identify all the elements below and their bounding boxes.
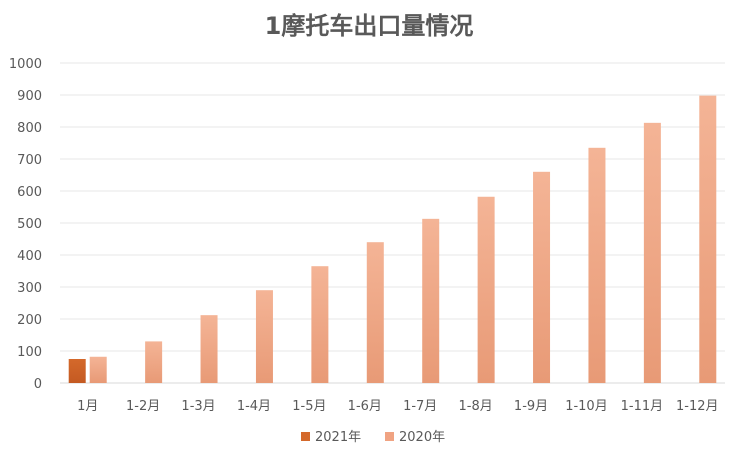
x-tick-label: 1-8月	[459, 399, 493, 414]
x-tick-label: 1-5月	[292, 399, 326, 414]
bar-2020年-1-6月	[366, 242, 384, 383]
bar-2020年-1-11月	[643, 122, 661, 383]
chart-title: 1摩托车出口量情况	[264, 12, 474, 40]
x-tick-label: 1-4月	[237, 399, 271, 414]
x-tick-label: 1-12月	[676, 399, 719, 414]
bar-2020年-1-8月	[477, 196, 495, 383]
legend-label: 2021年	[315, 430, 361, 445]
x-tick-label: 1-11月	[621, 399, 664, 414]
y-tick-label: 0	[34, 377, 42, 392]
bar-2020年-1-3月	[200, 315, 218, 383]
x-tick-label: 1-10月	[565, 399, 608, 414]
y-tick-label: 800	[17, 121, 42, 136]
y-tick-label: 1000	[9, 57, 42, 72]
legend: 2021年 2020年	[301, 430, 445, 445]
bar-2020年-1-7月	[422, 218, 440, 383]
legend-label: 2020年	[399, 430, 445, 445]
x-tick-label: 1-2月	[126, 399, 160, 414]
bar-2020年-1月	[89, 356, 107, 383]
bars	[68, 95, 717, 383]
bar-2021年-1月	[68, 359, 86, 383]
x-tick-label: 1-9月	[514, 399, 548, 414]
x-tick-label: 1-6月	[348, 399, 382, 414]
bar-2020年-1-9月	[533, 171, 551, 383]
y-tick-label: 100	[17, 345, 42, 360]
bar-2020年-1-10月	[588, 147, 606, 383]
bar-2020年-1-5月	[311, 266, 329, 383]
x-tick-label: 1月	[77, 399, 98, 414]
bar-2020年-1-4月	[255, 290, 273, 383]
y-tick-label: 600	[17, 185, 42, 200]
y-tick-label: 500	[17, 217, 42, 232]
bar-2020年-1-12月	[699, 95, 717, 383]
y-tick-label: 900	[17, 89, 42, 104]
gridlines	[60, 62, 725, 384]
y-axis: 0 100 200 300 400 500 600 700 800 900 1000	[9, 57, 42, 392]
y-tick-label: 200	[17, 313, 42, 328]
legend-swatch	[301, 432, 310, 441]
x-axis: 1月 1-2月 1-3月 1-4月 1-5月 1-6月 1-7月 1-8月 1-9月 1-10月 1…	[77, 399, 718, 414]
x-tick-label: 1-7月	[403, 399, 437, 414]
y-tick-label: 300	[17, 281, 42, 296]
x-tick-label: 1-3月	[181, 399, 215, 414]
bar-2020年-1-2月	[145, 341, 163, 383]
legend-swatch	[385, 432, 394, 441]
y-tick-label: 400	[17, 249, 42, 264]
y-tick-label: 700	[17, 153, 42, 168]
